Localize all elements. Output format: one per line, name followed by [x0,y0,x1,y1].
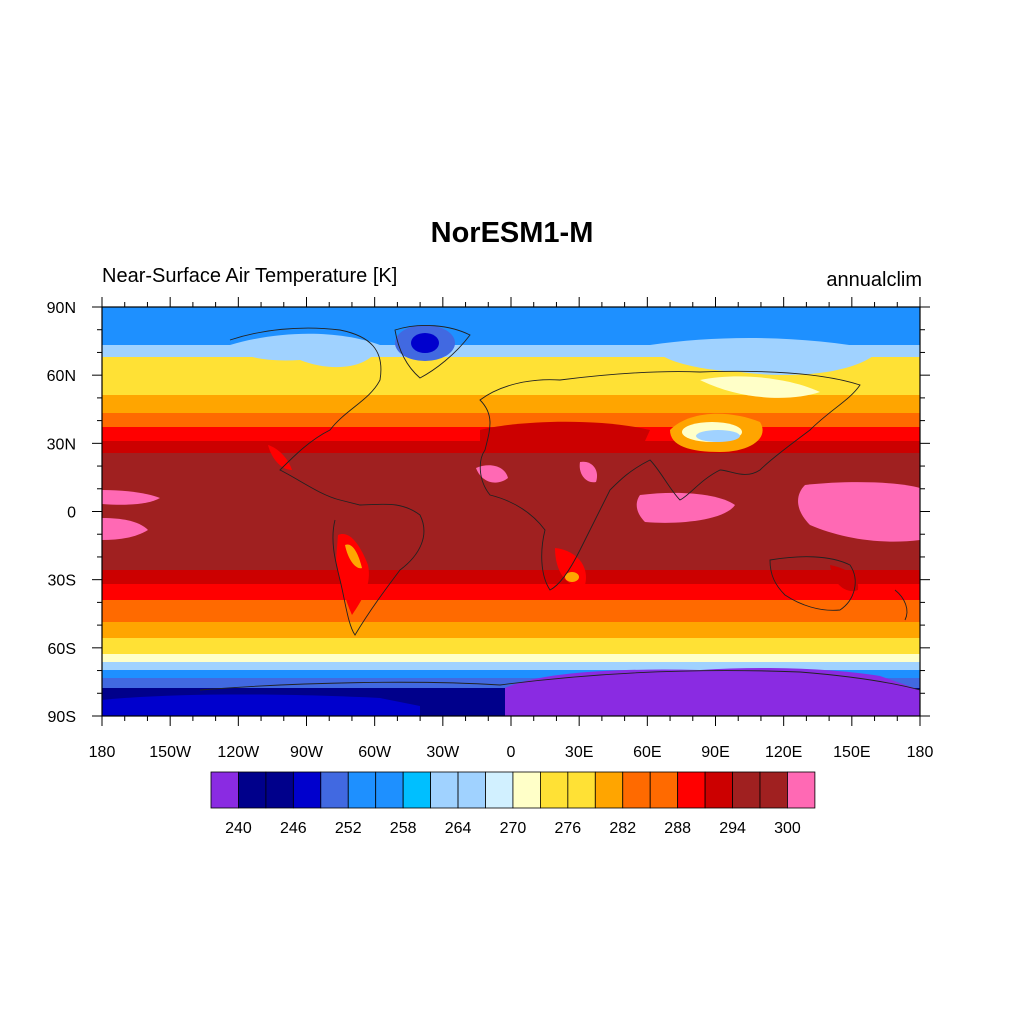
colorbar-box [292,771,322,809]
coastlines [199,325,920,691]
colorbar-label: 300 [774,820,801,837]
colorbar-label: 252 [335,820,362,837]
colorbar-label: 240 [225,820,252,837]
lon-label: 60E [633,744,661,761]
lat-label: 60N [47,368,76,385]
axis-ticks [92,297,930,726]
colorbar-box [265,771,294,809]
lon-label: 120E [765,744,802,761]
lat-label: 90N [47,300,76,317]
colorbar-box [732,771,761,809]
colorbar-label: 282 [609,820,636,837]
colorbar-box [485,771,514,809]
colorbar-box [649,771,679,809]
lat-label: 30N [47,436,76,453]
colorbar-box [210,771,239,809]
lat-label: 90S [48,709,76,726]
colorbar: 240 246 252 258 264 270 276 282 288 294 300 [210,771,816,837]
colorbar-box [512,771,541,809]
lon-label: 180 [907,744,934,761]
lon-label: 60W [358,744,392,761]
colorbar-box [704,771,733,809]
lon-label: 150W [149,744,192,761]
colorbar-label: 294 [719,820,746,837]
colorbar-label: 270 [500,820,527,837]
colorbar-box [375,771,404,809]
colorbar-box [347,771,377,809]
temperature-field [102,307,920,716]
map-title: NorESM1-M [431,217,594,249]
colorbar-box [759,771,788,809]
left-subtitle: Near-Surface Air Temperature [K] [102,265,397,287]
lon-label: 90E [701,744,729,761]
colorbar-label: 264 [445,820,472,837]
colorbar-label: 258 [390,820,417,837]
lon-label: 30E [565,744,593,761]
colorbar-box [238,771,267,809]
lon-label: 180 [89,744,116,761]
lon-label: 30W [426,744,460,761]
colorbar-box [402,771,431,809]
lon-label: 0 [507,744,516,761]
colorbar-box [457,771,486,809]
lon-label: 150E [833,744,870,761]
colorbar-label: 246 [280,820,307,837]
colorbar-label: 288 [664,820,691,837]
colorbar-box [787,771,816,809]
lon-label: 90W [290,744,324,761]
lon-label: 120W [217,744,260,761]
right-subtitle: annualclim [826,269,922,291]
latitude-labels: 90N 60N 30N 0 30S 60S 90S [47,300,76,726]
longitude-labels: 180 150W 120W 90W 60W 30W 0 30E 60E 90E 120E 150E 18… [89,744,934,761]
colorbar-box [320,771,349,809]
lat-label: 0 [67,505,76,522]
colorbar-box [594,771,624,809]
colorbar-box [540,771,569,809]
colorbar-box [622,771,651,809]
colorbar-box [430,771,459,809]
colorbar-box [677,771,706,809]
colorbar-label: 276 [554,820,581,837]
colorbar-box [567,771,596,809]
lat-label: 30S [48,573,76,590]
lat-label: 60S [48,641,76,658]
